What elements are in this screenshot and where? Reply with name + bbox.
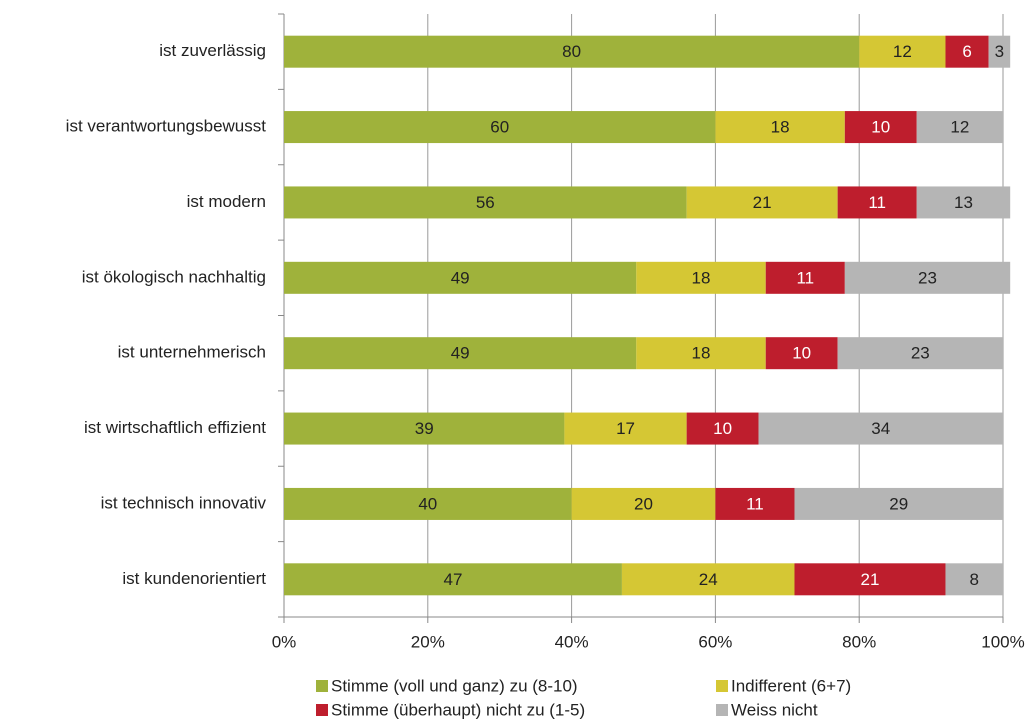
- value-label: 12: [950, 118, 969, 137]
- y-tick-label: ist modern: [187, 192, 266, 211]
- value-label: 6: [962, 42, 971, 61]
- bar-segment: [758, 412, 1003, 445]
- bar-segment: [284, 186, 687, 219]
- y-tick-label: ist unternehmerisch: [118, 343, 266, 362]
- value-label: 8: [970, 570, 979, 589]
- bar-segment: [715, 111, 845, 144]
- legend-label: Stimme (voll und ganz) zu (8-10): [331, 676, 578, 695]
- bar-segment: [636, 261, 766, 294]
- value-label: 20: [634, 494, 653, 513]
- x-tick-label: 40%: [555, 632, 589, 651]
- value-label: 39: [415, 419, 434, 438]
- bar-segment: [844, 261, 1011, 294]
- legend-label: Stimme (überhaupt) nicht zu (1-5): [331, 700, 585, 719]
- value-label: 11: [746, 494, 764, 513]
- y-tick-label: ist zuverlässig: [159, 41, 266, 60]
- value-label: 3: [995, 42, 1004, 61]
- value-label: 40: [418, 494, 437, 513]
- bar-segment: [945, 563, 1003, 596]
- y-tick-label: ist technisch innovativ: [101, 493, 267, 512]
- legend-swatch: [716, 704, 728, 716]
- value-label: 10: [713, 419, 732, 438]
- value-label: 60: [490, 118, 509, 137]
- bar-segment: [765, 337, 838, 370]
- value-label: 24: [699, 570, 718, 589]
- value-label: 21: [861, 570, 880, 589]
- y-tick-label: ist ökologisch nachhaltig: [82, 267, 266, 286]
- value-label: 21: [753, 193, 772, 212]
- legend-swatch: [316, 680, 328, 692]
- value-label: 23: [911, 344, 930, 363]
- bar-segment: [844, 111, 917, 144]
- y-tick-label: ist wirtschaftlich effizient: [84, 418, 266, 437]
- bar-segment: [715, 487, 795, 520]
- value-label: 11: [868, 193, 886, 212]
- y-tick-label: ist kundenorientiert: [122, 569, 266, 588]
- bar-segment: [765, 261, 845, 294]
- bar-segment: [988, 35, 1011, 68]
- value-label: 18: [771, 118, 790, 137]
- value-label: 13: [954, 193, 973, 212]
- value-label: 11: [796, 268, 814, 287]
- bar-segment: [837, 186, 917, 219]
- bar-segment: [564, 412, 687, 445]
- x-tick-label: 100%: [981, 632, 1024, 651]
- value-label: 49: [451, 344, 470, 363]
- value-label: 10: [871, 118, 890, 137]
- value-label: 56: [476, 193, 495, 212]
- value-label: 10: [792, 344, 811, 363]
- x-tick-label: 60%: [698, 632, 732, 651]
- value-label: 49: [451, 268, 470, 287]
- y-tick-label: ist verantwortungsbewusst: [66, 117, 267, 136]
- bar-segment: [621, 563, 795, 596]
- bar-segment: [794, 487, 1003, 520]
- value-label: 17: [616, 419, 635, 438]
- value-label: 34: [871, 419, 890, 438]
- value-label: 23: [918, 268, 937, 287]
- bar-segment: [794, 563, 946, 596]
- bar-segment: [571, 487, 716, 520]
- bar-segment: [636, 337, 766, 370]
- legend-swatch: [716, 680, 728, 692]
- bar-segment: [284, 412, 565, 445]
- bar-segment: [916, 186, 1011, 219]
- bar-segment: [686, 412, 759, 445]
- legend-label: Indifferent (6+7): [731, 676, 851, 695]
- bar-segment: [284, 563, 622, 596]
- value-label: 18: [692, 268, 711, 287]
- bar-segment: [284, 487, 572, 520]
- value-label: 80: [562, 42, 581, 61]
- bar-segment: [284, 337, 637, 370]
- bar-segment: [284, 35, 860, 68]
- x-tick-label: 80%: [842, 632, 876, 651]
- legend-swatch: [316, 704, 328, 716]
- x-tick-label: 20%: [411, 632, 445, 651]
- value-label: 12: [893, 42, 912, 61]
- value-label: 29: [889, 494, 908, 513]
- bar-segment: [945, 35, 989, 68]
- bar-segment: [837, 337, 1003, 370]
- bar-segment: [686, 186, 838, 219]
- legend-label: Weiss nicht: [731, 700, 818, 719]
- bar-segment: [284, 261, 637, 294]
- bar-segment: [284, 111, 716, 144]
- value-label: 18: [692, 344, 711, 363]
- value-label: 47: [444, 570, 463, 589]
- bar-segment: [916, 111, 1003, 144]
- x-tick-label: 0%: [272, 632, 297, 651]
- bar-segment: [859, 35, 946, 68]
